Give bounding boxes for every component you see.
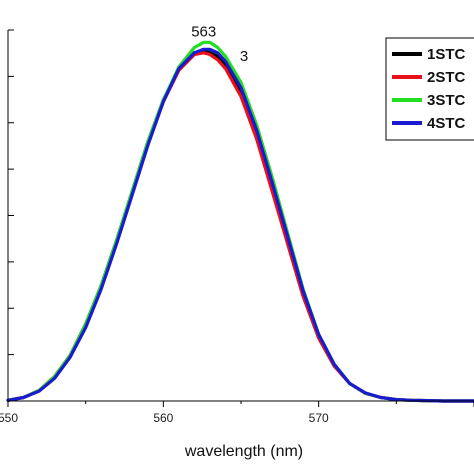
annotations: 563 3 bbox=[191, 24, 248, 66]
x-axis-title: wavelength (nm) bbox=[184, 443, 303, 460]
legend-label-1stc: 1STC bbox=[427, 46, 466, 63]
x-tick-label: 570 bbox=[309, 411, 329, 425]
series-line-4stc bbox=[6, 47, 474, 403]
x-tick-label: 550 bbox=[0, 411, 18, 425]
legend-label-3stc: 3STC bbox=[427, 92, 466, 109]
peak-annotation: 3 bbox=[240, 48, 248, 65]
series-curves bbox=[6, 40, 474, 403]
axes: 550 560 570 bbox=[0, 29, 474, 425]
peak-annotation: 563 bbox=[191, 24, 216, 41]
x-tick-label: 560 bbox=[153, 411, 173, 425]
legend-label-4stc: 4STC bbox=[427, 115, 466, 132]
legend-label-2stc: 2STC bbox=[427, 69, 466, 86]
legend: 1STC 2STC 3STC 4STC bbox=[385, 37, 474, 141]
